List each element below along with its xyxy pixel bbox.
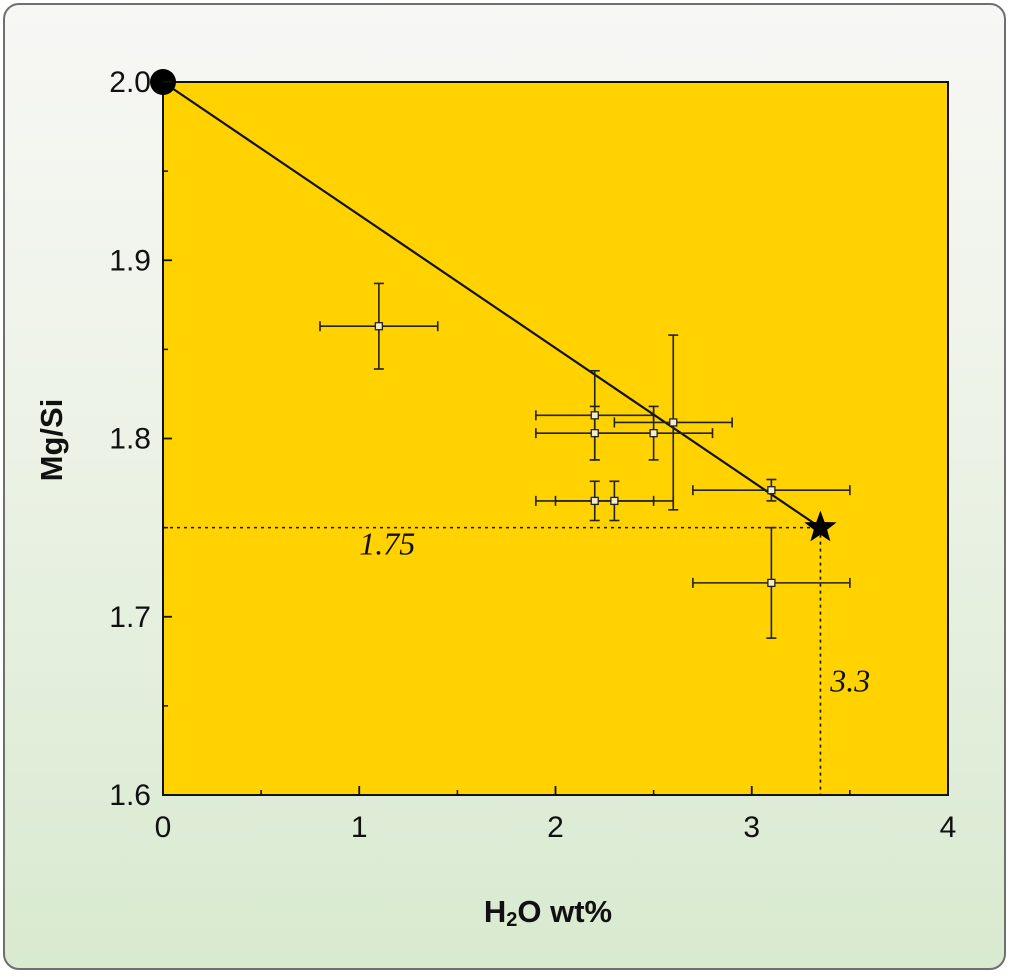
data-point (669, 418, 678, 427)
data-point (767, 578, 776, 588)
x-tick-label: 1 (351, 811, 368, 844)
data-point (590, 496, 599, 506)
reference-label-vertical: 3.3 (829, 663, 870, 699)
plot-area (162, 81, 949, 796)
y-axis-ticks: 1.6 1.7 1.8 1.9 2.0 (109, 66, 172, 812)
data-point (590, 429, 599, 438)
data-point (590, 411, 599, 420)
trend-line (162, 81, 822, 529)
trend-line-group (162, 81, 822, 529)
y-tick-label: 1.9 (109, 244, 151, 277)
x-axis-ticks: 0 1 2 3 4 (155, 786, 957, 844)
data-point (374, 322, 384, 331)
x-tick-label: 2 (547, 811, 564, 844)
y-tick-label: 1.7 (109, 601, 151, 634)
x-axis-label: H2O wt% (484, 894, 612, 931)
x-tick-label: 4 (940, 811, 957, 844)
x-tick-label: 0 (155, 811, 172, 844)
data-point (610, 496, 619, 506)
data-point (767, 486, 776, 495)
star-marker (804, 510, 837, 542)
data-point (649, 429, 658, 438)
y-axis-label: Mg/Si (34, 399, 69, 482)
x-axis-label-suffix: O wt% (517, 894, 612, 929)
x-tick-label: 3 (743, 811, 760, 844)
reference-lines (163, 526, 822, 795)
x-axis-label-subscript: 2 (506, 909, 517, 931)
reference-label-horizontal: 1.75 (359, 525, 415, 561)
y-tick-label: 1.8 (109, 423, 151, 456)
data-points (374, 322, 776, 588)
y-tick-label: 2.0 (109, 66, 151, 99)
y-tick-label: 1.6 (109, 779, 151, 812)
annotations: 1.75 3.3 (359, 525, 870, 698)
x-axis-label-prefix: H (484, 894, 506, 929)
